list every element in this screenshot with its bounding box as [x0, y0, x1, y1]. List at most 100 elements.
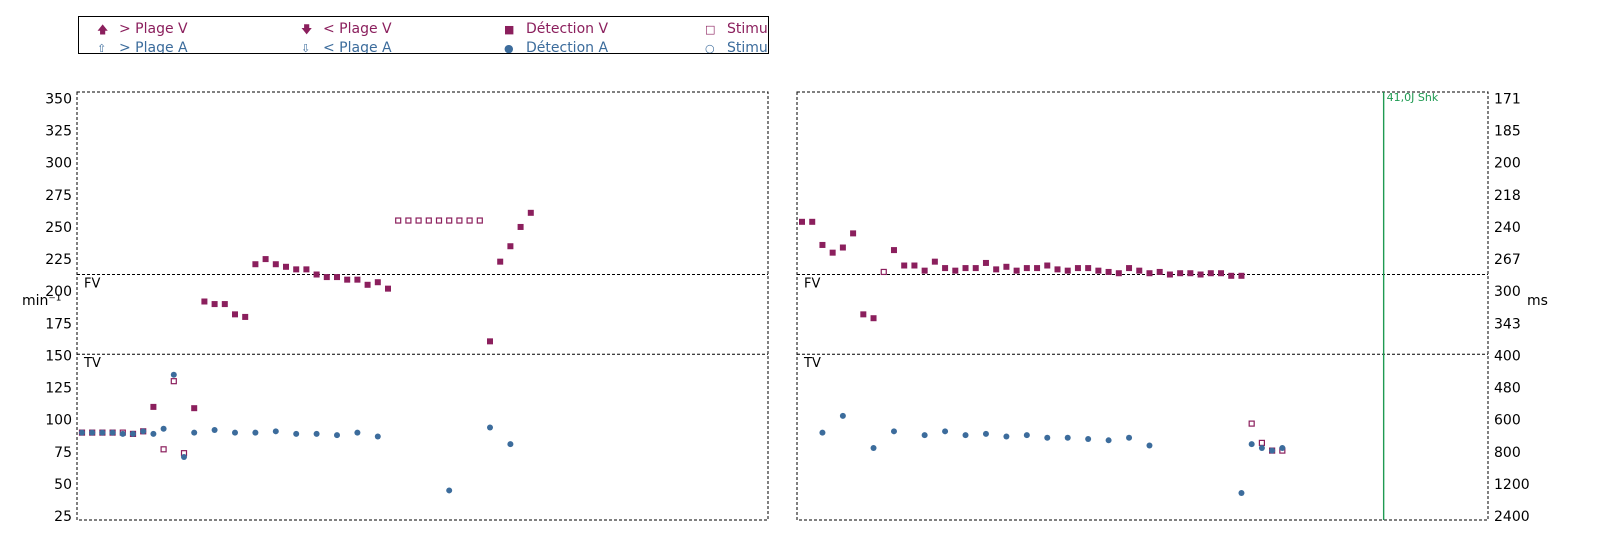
zone-label-fv-2: FV	[804, 277, 820, 292]
ventricular-detection-point	[1166, 271, 1173, 278]
atrial-detection-point	[982, 430, 989, 437]
legend-item: ● Détection A	[504, 37, 608, 54]
arrow-down-filled-icon: 🡇	[301, 23, 313, 36]
y-tick-right: 171	[1494, 91, 1521, 107]
ventricular-pacing-point	[405, 217, 412, 224]
ventricular-detection-point	[911, 262, 918, 269]
legend-label: Stimulation A	[727, 40, 768, 54]
ventricular-detection-point	[819, 241, 826, 248]
atrial-detection-point	[109, 429, 116, 436]
ventricular-detection-point	[201, 298, 208, 305]
ventricular-detection-point	[232, 311, 238, 318]
ventricular-detection-point	[497, 258, 504, 265]
atrial-detection-point	[1085, 436, 1092, 443]
filled-square-icon: ■	[504, 23, 515, 36]
ventricular-pacing-point	[446, 217, 453, 224]
y-tick-left: 275	[45, 188, 72, 204]
atrial-detection-point	[160, 425, 167, 432]
ventricular-detection-point	[334, 274, 340, 281]
y-tick-left: 100	[45, 413, 72, 429]
ventricular-pacing-point	[425, 217, 432, 224]
ventricular-detection-point	[809, 218, 816, 225]
ventricular-detection-point	[385, 285, 391, 292]
ventricular-detection-point	[860, 311, 867, 318]
ventricular-pacing-point	[415, 217, 422, 224]
legend-item: 🡇 < Plage V	[301, 18, 392, 40]
ventricular-detection-point	[272, 261, 279, 268]
ventricular-detection-point	[1013, 267, 1020, 274]
y-tick-right: 267	[1494, 252, 1521, 268]
y-tick-left: 175	[45, 316, 72, 332]
y-tick-left: 225	[45, 252, 72, 268]
y-tick-right: 600	[1494, 413, 1521, 429]
atrial-detection-point	[89, 429, 96, 436]
atrial-detection-point	[293, 430, 300, 437]
ventricular-pacing-point	[435, 217, 443, 224]
ventricular-detection-point	[527, 209, 534, 216]
atrial-detection-point	[150, 430, 157, 437]
ventricular-detection-point	[962, 265, 969, 272]
y-tick-left: 25	[54, 509, 72, 525]
y-tick-left: 150	[45, 348, 72, 364]
y-tick-right: 240	[1494, 220, 1521, 236]
ventricular-detection-point	[1136, 267, 1143, 274]
legend-label: > Plage A	[119, 40, 188, 54]
ventricular-detection-point	[901, 262, 908, 269]
atrial-detection-point	[211, 427, 218, 434]
atrial-detection-point	[374, 433, 381, 440]
ventricular-detection-point	[517, 223, 524, 230]
ventricular-detection-point	[1095, 267, 1102, 274]
ventricular-detection-point	[1146, 270, 1153, 277]
atrial-detection-point	[191, 429, 198, 436]
ventricular-detection-point	[1218, 270, 1225, 277]
atrial-detection-point	[507, 441, 514, 448]
ventricular-detection-point	[931, 258, 938, 265]
y-tick-right: 300	[1494, 284, 1521, 300]
ventricular-detection-point	[921, 267, 928, 274]
ventricular-pacing-point	[1248, 420, 1255, 427]
zone-label-fv-1: FV	[84, 277, 100, 292]
atrial-detection-point	[921, 432, 928, 439]
ventricular-detection-point	[211, 301, 218, 308]
y-tick-left: 325	[45, 124, 72, 140]
y-tick-right: 343	[1494, 316, 1521, 332]
ventricular-pacing-point	[476, 217, 483, 224]
atrial-detection-point	[1126, 434, 1133, 441]
ventricular-detection-point	[1003, 263, 1010, 270]
atrial-detection-point	[1258, 445, 1265, 452]
atrial-detection-point	[1003, 433, 1010, 440]
ventricular-detection-point	[870, 315, 877, 322]
y-tick-right: 185	[1494, 124, 1521, 140]
ventricular-detection-point	[799, 218, 805, 225]
ventricular-detection-point	[1207, 270, 1214, 277]
legend-item: ⇩ < Plage A	[301, 37, 392, 54]
atrial-detection-point	[170, 371, 177, 378]
y-tick-right: 800	[1494, 445, 1521, 461]
atrial-detection-point	[1023, 432, 1030, 439]
ventricular-detection-point	[262, 256, 269, 263]
atrial-detection-point	[181, 454, 187, 461]
ventricular-detection-point	[1197, 271, 1204, 278]
y-axis-right-label: ms	[1527, 293, 1548, 309]
filled-circle-icon: ●	[504, 42, 514, 54]
ventricular-pacing-point	[160, 446, 167, 453]
ventricular-detection-point	[323, 274, 330, 281]
ventricular-detection-point	[374, 279, 381, 286]
ventricular-detection-point	[1156, 268, 1163, 275]
ventricular-detection-point	[191, 405, 198, 412]
atrial-detection-point	[870, 445, 877, 452]
ventricular-detection-point	[1115, 270, 1122, 277]
y-tick-right: 218	[1494, 188, 1521, 204]
ventricular-detection-point	[303, 266, 310, 273]
atrial-detection-point	[252, 429, 259, 436]
atrial-detection-point	[1279, 445, 1286, 452]
ventricular-detection-point	[1126, 265, 1133, 272]
ventricular-detection-point	[487, 338, 493, 345]
ventricular-detection-point	[1228, 272, 1235, 279]
legend-label: > Plage V	[119, 21, 188, 37]
y-axis-left-label: min⁻¹	[22, 293, 61, 309]
y-tick-left: 350	[45, 91, 72, 107]
atrial-detection-point	[1248, 441, 1255, 448]
legend-label: < Plage A	[323, 40, 392, 54]
